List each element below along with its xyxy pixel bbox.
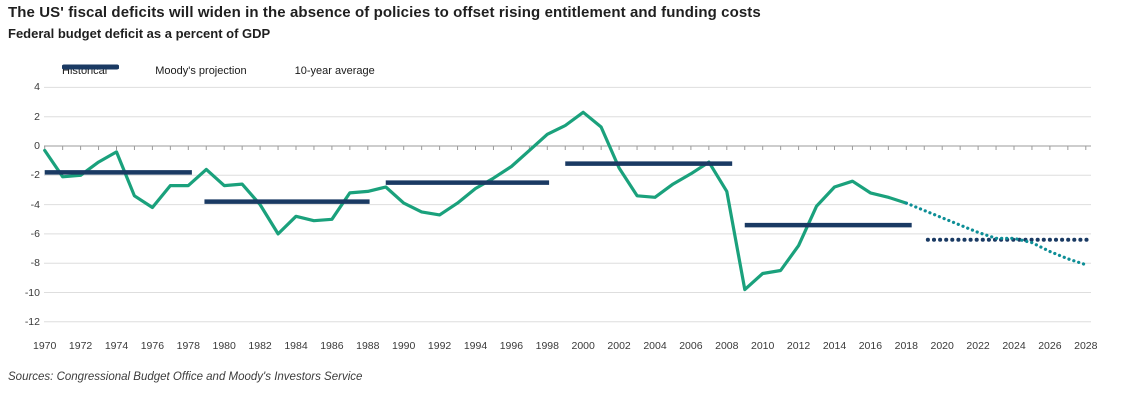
- x-axis-label: 1976: [140, 340, 165, 352]
- projection-dotted-line: [904, 201, 1088, 267]
- y-axis-label: -10: [24, 286, 40, 299]
- x-axis-label: 1990: [392, 340, 416, 352]
- x-axis-label: 2026: [1038, 340, 1062, 352]
- y-axis-label: 2: [34, 110, 40, 123]
- sources-note: Sources: Congressional Budget Office and…: [8, 371, 363, 383]
- x-axis-label: 1982: [248, 340, 272, 352]
- legend-item-10-year-average: 10-year average: [62, 64, 375, 77]
- y-axis-label: -8: [30, 257, 40, 270]
- x-axis-label: 2004: [643, 340, 667, 352]
- x-axis-label: 1996: [499, 340, 524, 352]
- y-axis-label: -12: [24, 315, 40, 328]
- x-axis-label: 1998: [535, 340, 559, 352]
- x-axis-label: 1988: [356, 340, 380, 352]
- x-axis-label: 2016: [858, 340, 883, 352]
- x-axis-label: 1986: [320, 340, 344, 352]
- x-axis-label: 2012: [786, 340, 811, 352]
- x-axis-label: 1972: [68, 340, 93, 352]
- chart-area: Historical Moody's projection 10-year aver…: [0, 56, 1126, 358]
- chart-subtitle: Federal budget deficit as a percent of G…: [8, 26, 271, 41]
- x-axis-label: 1984: [284, 340, 308, 352]
- x-axis-label: 2000: [571, 340, 595, 352]
- legend-label: 10-year average: [294, 65, 375, 77]
- x-axis-label: 1980: [212, 340, 236, 352]
- x-axis-label: 1974: [104, 340, 129, 352]
- x-axis-label: 1992: [427, 340, 452, 352]
- x-axis-label: 2002: [607, 340, 631, 352]
- x-axis-label: 2022: [966, 340, 990, 352]
- legend-item-moody-s-projection: Moody's projection: [62, 65, 247, 77]
- y-axis-label: -4: [30, 198, 40, 211]
- x-axis-label: 1970: [33, 340, 57, 352]
- x-axis-label: 1978: [176, 340, 200, 352]
- y-axis-label: 0: [34, 140, 40, 152]
- x-axis-label: 2028: [1074, 340, 1098, 352]
- x-axis-label: 2018: [894, 340, 918, 352]
- line-swatch-icon: [62, 64, 119, 70]
- x-axis-label: 2020: [930, 340, 954, 352]
- chart-title: The US' fiscal deficits will widen in th…: [8, 4, 761, 21]
- y-axis-label: 4: [34, 81, 40, 94]
- deficit-line-chart: [43, 86, 1092, 323]
- x-axis-label: 1994: [463, 340, 488, 352]
- chart-legend: Historical Moody's projection 10-year aver…: [62, 63, 375, 79]
- historical-line: [43, 110, 908, 292]
- x-axis-label: 2008: [715, 340, 739, 352]
- x-axis-label: 2006: [679, 340, 703, 352]
- x-axis-label: 2024: [1002, 340, 1026, 352]
- y-axis-label: -6: [30, 227, 40, 240]
- x-axis-label: 2014: [822, 340, 847, 352]
- legend-label: Moody's projection: [155, 65, 247, 77]
- y-axis-label: -2: [30, 169, 40, 182]
- x-axis-label: 2010: [751, 340, 775, 352]
